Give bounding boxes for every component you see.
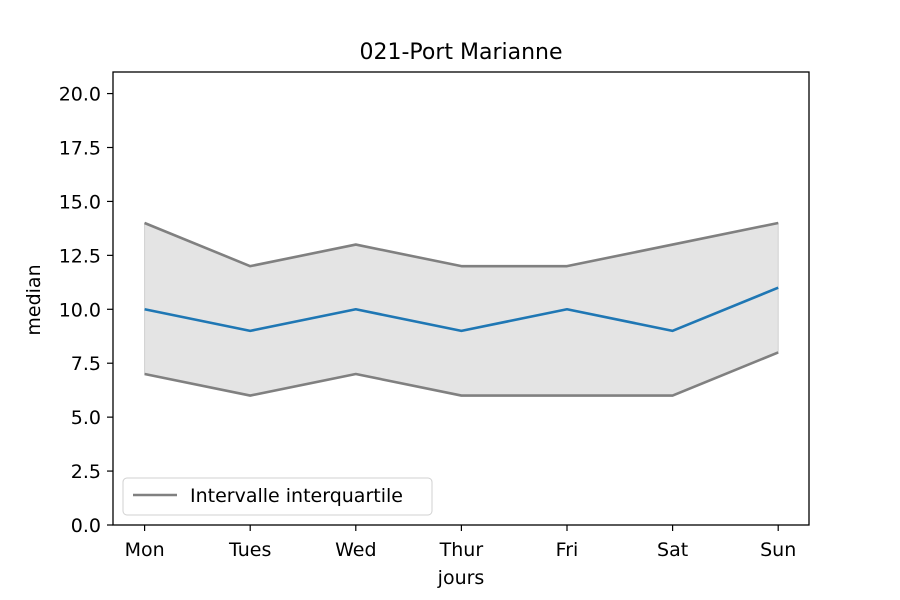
x-tick-label: Wed [335,539,376,561]
upper-quartile-line [144,221,779,268]
y-tick-label: 12.5 [59,245,101,267]
median-line [144,286,779,333]
legend-label: Intervalle interquartile [190,485,403,507]
y-tick-label: 10.0 [59,299,101,321]
y-tick-label: 20.0 [59,84,101,106]
chart-title: 021-Port Marianne [359,40,562,65]
legend-box [122,477,433,516]
x-tick-label: Sat [657,539,688,561]
y-tick-label: 0.0 [71,515,101,537]
lower-quartile-line [144,351,779,397]
plot-area: Mon Tues Wed Thur Fri Sat Sun 0.0 2.5 5.0 7.5 10.0 1… [59,71,810,561]
y-tick-label: 5.0 [71,407,101,429]
x-tick-label: Tues [228,539,271,561]
y-axis-label: median [23,264,45,335]
iqr-band [144,222,779,397]
y-tick-label: 7.5 [71,353,101,375]
x-tick-label: Fri [556,539,579,561]
y-tick-label: 17.5 [59,138,101,160]
x-tick-label: Thur [439,539,484,561]
y-tick-label: 2.5 [71,461,101,483]
y-tick-label: 15.0 [59,191,101,213]
x-axis-label: jours [437,567,485,589]
x-tick-label: Sun [760,539,796,561]
legend: Intervalle interquartile [122,477,433,516]
x-tick-label: Mon [125,539,165,561]
